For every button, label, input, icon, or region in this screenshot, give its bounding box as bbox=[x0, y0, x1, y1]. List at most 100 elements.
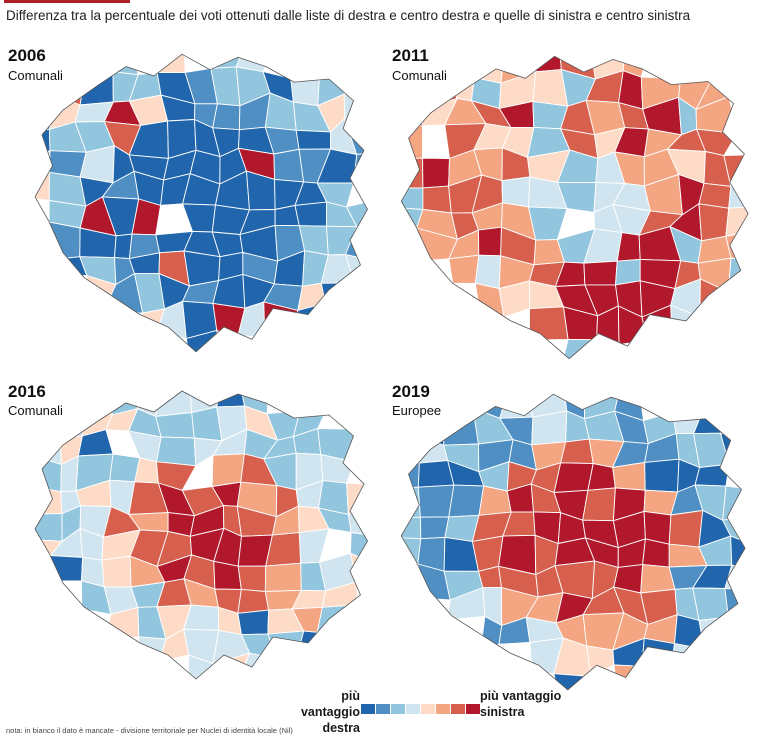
district-area bbox=[401, 108, 424, 127]
panel-year-2016: 2016 bbox=[8, 382, 46, 401]
district-area bbox=[237, 588, 270, 614]
district-area bbox=[528, 306, 569, 341]
district-area bbox=[401, 437, 421, 464]
district-area bbox=[694, 463, 730, 487]
district-area bbox=[345, 198, 368, 232]
district-area bbox=[155, 436, 197, 467]
city-boundary bbox=[34, 53, 368, 353]
district-area bbox=[401, 187, 424, 210]
district-area bbox=[553, 462, 594, 493]
district-area bbox=[347, 503, 368, 537]
panel-year-2019: 2019 bbox=[392, 382, 430, 401]
district-area bbox=[561, 338, 598, 359]
legend-swatch bbox=[406, 704, 420, 714]
district-area bbox=[49, 555, 84, 582]
panel-type-2019: Europee bbox=[392, 403, 442, 418]
district-area bbox=[237, 565, 267, 592]
panel-type-2006: Comunali bbox=[8, 68, 63, 83]
legend-swatch bbox=[376, 704, 390, 714]
district-area bbox=[499, 394, 534, 419]
footnote: nota: in bianco il dato è mancate - divi… bbox=[6, 726, 293, 735]
legend-label-sinistra: più vantaggio sinistra bbox=[480, 689, 562, 719]
district-area bbox=[692, 587, 729, 621]
district-area bbox=[35, 128, 51, 159]
district-area bbox=[101, 555, 132, 588]
district-area bbox=[722, 485, 746, 521]
district-area bbox=[422, 157, 450, 189]
district-area bbox=[294, 201, 328, 227]
district-area bbox=[316, 604, 359, 639]
district-area bbox=[50, 403, 85, 439]
district-area bbox=[155, 412, 195, 439]
district-area bbox=[474, 56, 506, 84]
district-area bbox=[724, 588, 746, 620]
district-area bbox=[79, 71, 114, 106]
district-area bbox=[401, 537, 422, 565]
city-boundary bbox=[34, 390, 368, 680]
district-area bbox=[698, 203, 730, 242]
district-area bbox=[401, 459, 420, 489]
district-area bbox=[401, 516, 422, 540]
district-area bbox=[212, 103, 241, 131]
district-area bbox=[448, 484, 485, 518]
district-area bbox=[474, 254, 502, 290]
district-area bbox=[478, 485, 512, 516]
district-area bbox=[587, 463, 616, 491]
district-area bbox=[583, 260, 618, 286]
district-area bbox=[320, 453, 356, 484]
district-area bbox=[183, 250, 221, 287]
milan-map-2019 bbox=[400, 393, 746, 691]
district-area bbox=[422, 185, 452, 214]
milan-map-2006 bbox=[34, 53, 368, 353]
district-area bbox=[211, 453, 245, 488]
district-area bbox=[501, 176, 531, 208]
district-area bbox=[670, 304, 702, 345]
top-accent-bar bbox=[4, 0, 130, 3]
district-area bbox=[719, 432, 746, 465]
panel-year-2006: 2006 bbox=[8, 46, 46, 65]
chart-headline: Differenza tra la percentuale dei voti o… bbox=[6, 8, 691, 23]
district-area bbox=[295, 129, 332, 150]
city-boundary bbox=[400, 55, 749, 360]
district-area bbox=[290, 73, 321, 107]
legend-swatches bbox=[361, 704, 481, 714]
district-area bbox=[668, 509, 704, 548]
district-area bbox=[267, 630, 305, 665]
legend-swatch bbox=[466, 704, 480, 714]
district-area bbox=[264, 562, 302, 592]
district-area bbox=[644, 458, 680, 493]
panel-type-2011: Comunali bbox=[392, 68, 447, 83]
district-area bbox=[417, 484, 455, 518]
district-area bbox=[612, 461, 646, 491]
district-area bbox=[641, 637, 676, 674]
milan-map-2011 bbox=[400, 55, 749, 360]
district-area bbox=[343, 93, 368, 122]
legend-swatch bbox=[361, 704, 375, 714]
color-legend: più vantaggio destra più vantaggio sinis… bbox=[272, 686, 572, 735]
milan-map-2016 bbox=[34, 390, 368, 680]
legend-label-destra: più vantaggio destra bbox=[300, 689, 360, 735]
district-area bbox=[531, 410, 568, 446]
city-boundary bbox=[400, 393, 746, 691]
district-area bbox=[35, 150, 51, 173]
district-area bbox=[273, 148, 305, 183]
district-area bbox=[586, 645, 615, 678]
district-area bbox=[83, 391, 113, 416]
district-area bbox=[344, 253, 368, 284]
district-area bbox=[727, 257, 749, 293]
district-area bbox=[419, 411, 445, 446]
district-area bbox=[35, 513, 63, 542]
district-area bbox=[353, 150, 368, 184]
panel-type-2016: Comunali bbox=[8, 403, 63, 418]
district-area bbox=[478, 226, 502, 257]
district-area bbox=[155, 391, 193, 417]
legend-swatch bbox=[391, 704, 405, 714]
district-area bbox=[49, 68, 86, 106]
district-area bbox=[730, 535, 746, 569]
district-area bbox=[419, 516, 450, 540]
district-area bbox=[448, 254, 480, 284]
district-area bbox=[35, 437, 62, 466]
legend-swatch bbox=[451, 704, 465, 714]
district-area bbox=[316, 631, 360, 661]
district-area bbox=[138, 636, 167, 662]
